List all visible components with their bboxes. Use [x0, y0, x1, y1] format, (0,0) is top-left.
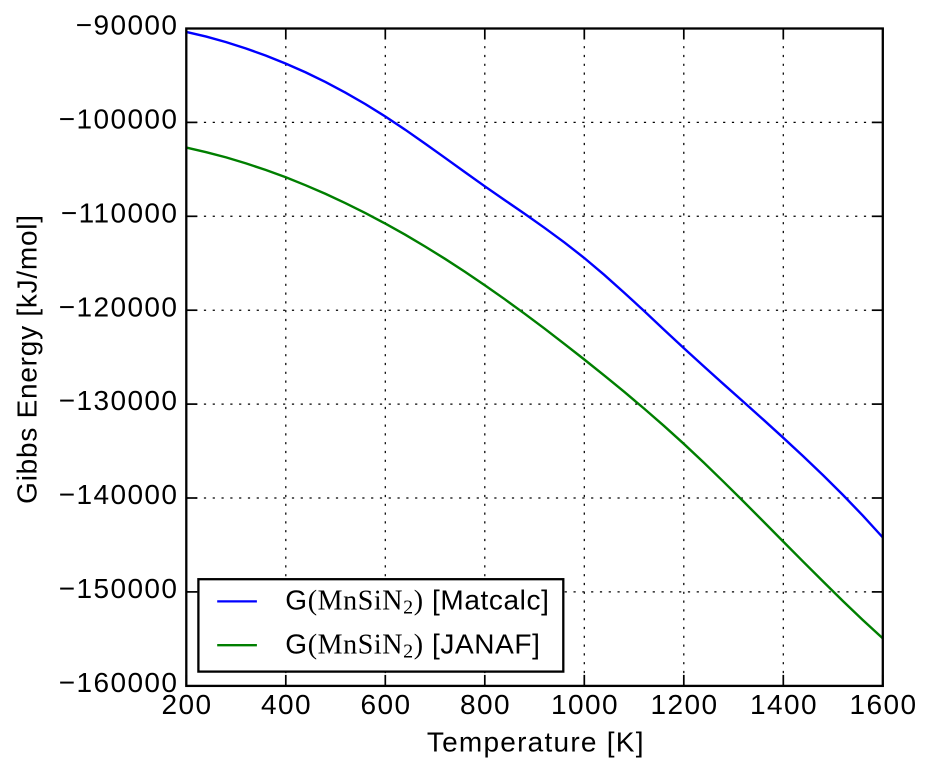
- svg-text:1200: 1200: [651, 689, 719, 720]
- svg-text:600: 600: [361, 689, 412, 720]
- svg-text:1400: 1400: [750, 689, 818, 720]
- svg-text:1000: 1000: [551, 689, 619, 720]
- svg-text:−110000: −110000: [61, 197, 179, 228]
- svg-text:Gibbs Energy [kJ/mol]: Gibbs Energy [kJ/mol]: [12, 214, 43, 504]
- svg-text:G(MnSiN2) [Matcalc]: G(MnSiN2) [Matcalc]: [285, 585, 549, 619]
- svg-text:200: 200: [162, 689, 213, 720]
- svg-text:−150000: −150000: [59, 573, 179, 604]
- svg-text:−160000: −160000: [59, 667, 179, 698]
- svg-text:400: 400: [261, 689, 312, 720]
- svg-text:1600: 1600: [850, 689, 918, 720]
- svg-text:−100000: −100000: [59, 104, 179, 135]
- svg-text:800: 800: [460, 689, 511, 720]
- svg-text:−90000: −90000: [76, 10, 179, 41]
- svg-text:G(MnSiN2) [JANAF]: G(MnSiN2) [JANAF]: [285, 628, 540, 662]
- svg-text:−120000: −120000: [59, 291, 179, 322]
- svg-text:−140000: −140000: [59, 479, 179, 510]
- svg-text:−130000: −130000: [59, 385, 179, 416]
- svg-text:Temperature [K]: Temperature [K]: [427, 727, 645, 758]
